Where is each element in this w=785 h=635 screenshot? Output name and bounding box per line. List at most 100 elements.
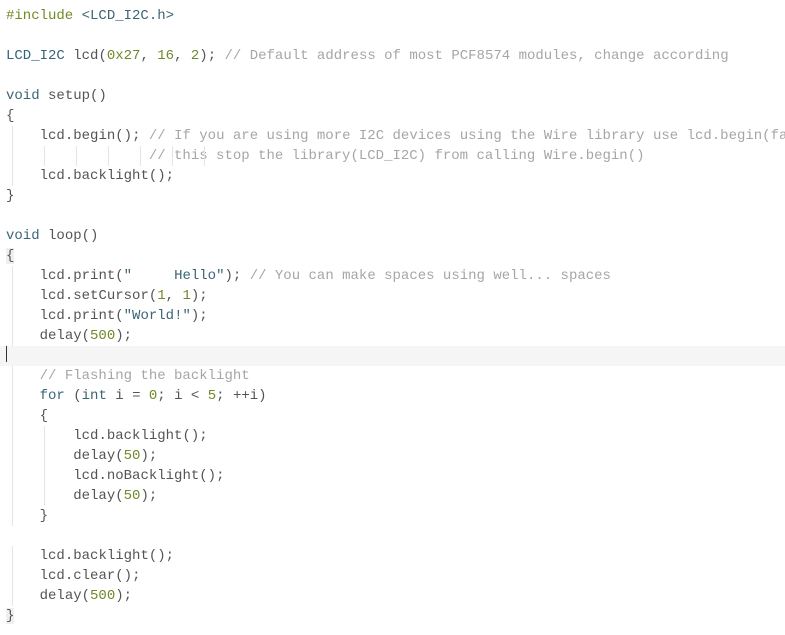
code-line[interactable]: lcd.print(" Hello"); // You can make spa…: [6, 266, 781, 286]
code-token-func: backlight: [73, 168, 149, 184]
code-token-num: 500: [90, 588, 115, 604]
code-token-keyword: int: [82, 388, 107, 404]
code-token-num: 50: [124, 448, 141, 464]
code-token-comment: // Default address of most PCF8574 modul…: [225, 48, 729, 64]
indent-guide: [12, 326, 13, 346]
code-token-punct: ;: [166, 168, 174, 184]
code-token-ident: lcd: [40, 568, 65, 584]
indent-guide: [12, 126, 13, 146]
code-token-paren: (: [98, 48, 106, 64]
code-token-paren: (): [82, 228, 99, 244]
code-token-func: print: [73, 268, 115, 284]
code-line[interactable]: lcd.clear();: [6, 566, 781, 586]
code-token-ident: lcd: [40, 308, 65, 324]
code-token-keyword: void: [6, 228, 40, 244]
indent-guide: [12, 266, 13, 286]
code-line[interactable]: {: [6, 406, 781, 426]
code-line[interactable]: delay(500);: [6, 586, 781, 606]
code-line[interactable]: #include <LCD_I2C.h>: [6, 6, 781, 26]
code-token-punct: ;: [233, 268, 250, 284]
code-token-num: 500: [90, 328, 115, 344]
code-line[interactable]: // this stop the library(LCD_I2C) from c…: [6, 146, 781, 166]
code-token-plain: [40, 88, 48, 104]
code-token-plain: [40, 148, 149, 164]
code-token-ident: lcd: [73, 428, 98, 444]
code-token-paren: ): [258, 388, 266, 404]
indent-guide: [12, 466, 13, 486]
code-token-punct: ;: [166, 548, 174, 564]
code-line[interactable]: [6, 526, 781, 546]
code-token-comment: // If you are using more I2C devices usi…: [149, 128, 785, 144]
code-token-keyword: void: [6, 88, 40, 104]
code-token-num: 1: [157, 288, 165, 304]
code-token-brace: {: [40, 408, 48, 424]
code-token-punct: ;: [149, 488, 157, 504]
indent-guide: [12, 506, 13, 526]
indent-guide: [44, 486, 45, 506]
code-token-ident: i: [250, 388, 258, 404]
code-token-punct: ,: [166, 288, 183, 304]
code-editor[interactable]: #include <LCD_I2C.h> LCD_I2C lcd(0x27, 16…: [0, 0, 785, 632]
code-token-string: "World!": [124, 308, 191, 324]
code-line[interactable]: for (int i = 0; i < 5; ++i): [6, 386, 781, 406]
code-token-func: clear: [73, 568, 115, 584]
code-token-comment: // Flashing the backlight: [40, 368, 250, 384]
code-line[interactable]: delay(50);: [6, 446, 781, 466]
code-token-plain: (: [65, 388, 82, 404]
code-token-punct: .: [65, 268, 73, 284]
indent-guide: [44, 426, 45, 446]
code-token-paren: ): [140, 448, 148, 464]
code-token-paren: ): [115, 328, 123, 344]
code-token-paren: (): [199, 468, 216, 484]
code-token-brace: {: [6, 108, 14, 124]
code-line[interactable]: [6, 26, 781, 46]
code-line[interactable]: delay(50);: [6, 486, 781, 506]
code-line[interactable]: [6, 206, 781, 226]
code-line[interactable]: {: [6, 246, 781, 266]
code-token-ident: lcd: [40, 548, 65, 564]
code-token-ident: lcd: [40, 268, 65, 284]
code-token-ident: lcd: [40, 128, 65, 144]
code-line[interactable]: lcd.print("World!");: [6, 306, 781, 326]
code-token-num: 16: [157, 48, 174, 64]
code-line[interactable]: lcd.backlight();: [6, 546, 781, 566]
code-line[interactable]: void loop(): [6, 226, 781, 246]
indent-guide: [44, 446, 45, 466]
code-line[interactable]: [0, 346, 785, 366]
code-line[interactable]: lcd.backlight();: [6, 166, 781, 186]
code-token-punct: .: [98, 428, 106, 444]
code-token-comment: // You can make spaces using well... spa…: [250, 268, 611, 284]
code-token-punct: ;: [216, 468, 224, 484]
code-token-punct: ,: [140, 48, 157, 64]
code-line[interactable]: {: [6, 106, 781, 126]
code-token-func: backlight: [73, 548, 149, 564]
code-token-func: print: [73, 308, 115, 324]
code-line[interactable]: }: [6, 506, 781, 526]
code-line[interactable]: [6, 66, 781, 86]
code-token-paren: (): [149, 548, 166, 564]
code-token-paren: (: [82, 328, 90, 344]
code-line[interactable]: }: [6, 606, 781, 626]
indent-guide: [12, 486, 13, 506]
code-token-brace: }: [6, 188, 14, 204]
code-line[interactable]: delay(500);: [6, 326, 781, 346]
code-token-punct: .: [65, 168, 73, 184]
code-token-punct: ;: [199, 308, 207, 324]
code-token-num: 0x27: [107, 48, 141, 64]
code-line[interactable]: lcd.setCursor(1, 1);: [6, 286, 781, 306]
code-line[interactable]: }: [6, 186, 781, 206]
code-line[interactable]: lcd.noBacklight();: [6, 466, 781, 486]
code-line[interactable]: lcd.backlight();: [6, 426, 781, 446]
code-line[interactable]: LCD_I2C lcd(0x27, 16, 2); // Default add…: [6, 46, 781, 66]
code-token-punct: =: [132, 388, 149, 404]
code-token-paren: (): [115, 128, 132, 144]
code-token-ident: lcd: [73, 48, 98, 64]
code-line[interactable]: void setup(): [6, 86, 781, 106]
code-line[interactable]: lcd.begin(); // If you are using more I2…: [6, 126, 781, 146]
indent-guide: [12, 586, 13, 606]
code-token-paren: (): [90, 88, 107, 104]
code-token-angle: <LCD_I2C.h>: [82, 8, 174, 24]
indent-guide: [12, 166, 13, 186]
code-line[interactable]: // Flashing the backlight: [6, 366, 781, 386]
indent-guide: [12, 366, 13, 386]
